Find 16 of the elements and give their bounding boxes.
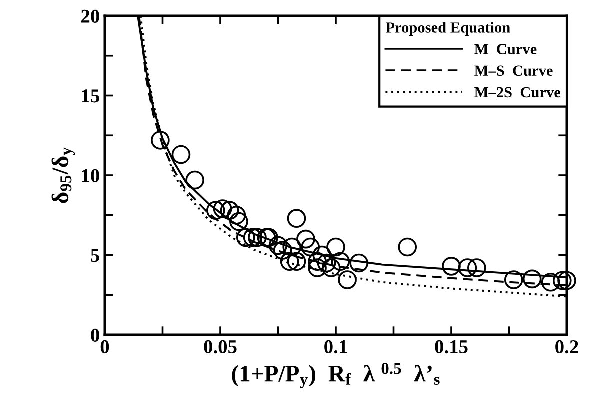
legend-label: M–S Curve bbox=[474, 66, 553, 76]
legend-title: Proposed Equation bbox=[386, 22, 510, 36]
x-tick-label: 0.15 bbox=[435, 340, 468, 354]
y-tick-label: 15 bbox=[82, 90, 100, 103]
y-tick-label: 0 bbox=[91, 328, 100, 342]
legend-label: M–2S Curve bbox=[474, 87, 560, 98]
y-axis-title: δ$_{95}$/δ$_{y}$ bbox=[52, 148, 76, 204]
x-axis-title: (1+P/P$_{y}$) R$_{f}$ λ $^{0.5}$ λ’$_{s}$ bbox=[232, 363, 440, 388]
x-tick-label: 0.05 bbox=[204, 340, 237, 354]
x-tick-label: 0 bbox=[100, 340, 110, 354]
legend-label: M Curve bbox=[474, 44, 537, 54]
y-tick-label: 5 bbox=[91, 249, 100, 262]
y-tick-label: 20 bbox=[82, 10, 100, 23]
x-tick-label: 0.1 bbox=[324, 340, 348, 354]
y-tick-label: 10 bbox=[82, 169, 100, 182]
x-tick-label: 0.2 bbox=[556, 340, 578, 354]
